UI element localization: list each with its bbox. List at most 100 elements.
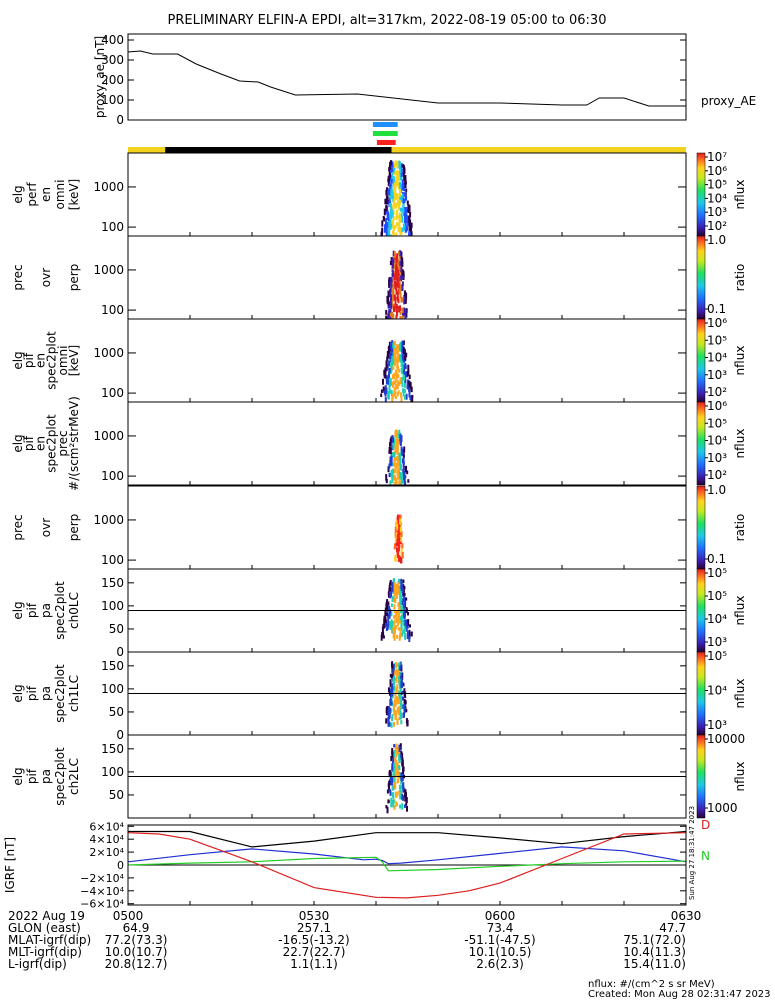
spectrogram-pixel	[387, 360, 390, 366]
spectrogram-pixel	[399, 593, 402, 598]
spectrogram-pixel	[389, 776, 392, 781]
spectrogram-pixel	[381, 220, 384, 227]
spectrogram-pixel	[383, 618, 386, 625]
ephemeris-value: -16.5(-13.2)	[278, 933, 349, 947]
spectrogram-pixel	[392, 437, 394, 443]
spectrogram-pixel	[396, 359, 399, 364]
spectrogram-pixel	[405, 352, 408, 358]
spectrogram-pixel	[398, 537, 401, 541]
spectrogram-pixel	[399, 600, 402, 606]
spectrogram-pixel	[391, 799, 394, 805]
spectrogram-pixel	[394, 582, 397, 588]
spectrogram-pixel	[411, 395, 414, 403]
spectrogram-pixel	[392, 204, 395, 211]
spectrogram-pixel	[398, 212, 401, 217]
spectrogram-panel-5: 1000 100 prec ovr perp 1.0 0.1 ratio	[11, 483, 747, 570]
spectrogram-pixel	[402, 392, 405, 397]
spectrogram-pixel	[390, 692, 393, 698]
spectrogram-pixel	[399, 674, 402, 679]
spectrogram-pixel	[390, 603, 393, 607]
spectrogram-pixel	[403, 478, 406, 485]
spectrogram-pixel	[401, 598, 404, 606]
spectrogram-pixel	[390, 695, 392, 701]
spectrogram-pixel	[380, 389, 383, 394]
spectrogram-pixel	[406, 633, 409, 640]
spectrogram-pixel	[388, 348, 391, 353]
spectrogram-pixel	[401, 383, 404, 388]
spectrogram-pixel	[394, 457, 396, 462]
spectrogram-pixel	[388, 712, 391, 719]
ae-tick-label: 300	[101, 53, 124, 67]
panel-ylabel: en	[33, 353, 47, 368]
spectrogram-pixel	[397, 530, 400, 538]
spectrogram-pixel	[399, 270, 402, 274]
spectrogram-pixel	[395, 175, 398, 180]
tick-label: 1000	[93, 346, 124, 360]
spectrogram-pixel	[396, 669, 399, 677]
spectrogram-pixel	[388, 472, 391, 478]
colorbar-tick-label: 10⁶	[707, 164, 727, 178]
spectrogram-pixel	[390, 673, 393, 679]
spectrogram-pixel	[403, 625, 406, 632]
spectrogram-pixel	[395, 791, 398, 798]
spectrogram-pixel	[392, 343, 395, 349]
spectrogram-pixel	[389, 287, 392, 293]
spectrogram-pixel	[401, 368, 403, 375]
spectrogram-pixel	[397, 467, 400, 472]
spectrogram-pixel	[388, 165, 391, 170]
spectrogram-pixel	[386, 601, 388, 608]
colorbar	[696, 152, 706, 237]
colorbar	[696, 401, 706, 486]
spectrogram-pixel	[401, 803, 404, 810]
spectrogram-pixel	[387, 620, 390, 626]
bfield-tick-label: 0	[117, 859, 124, 872]
spectrogram-pixel	[404, 191, 407, 198]
spectrogram-pixel	[396, 779, 399, 784]
spectrogram-pixel	[390, 456, 393, 463]
tick-label: 1000	[93, 513, 124, 527]
colorbar-tick-label: 10²	[707, 219, 727, 233]
spectrogram-pixel	[394, 589, 397, 597]
spectrogram-pixel	[388, 230, 391, 238]
spectrogram-pixel	[408, 232, 411, 238]
spectrogram-pixel	[391, 354, 394, 359]
ephemeris-value: 22.7(22.7)	[283, 945, 346, 959]
spectrogram-pixel	[404, 475, 407, 479]
spectrogram-pixel	[390, 722, 393, 728]
spectrogram-pixel	[396, 176, 398, 184]
spectrogram-pixel	[410, 231, 413, 236]
spectrogram-pixel	[392, 185, 395, 192]
panel-ylabel: en	[39, 187, 53, 202]
spectrogram-pixel	[396, 770, 398, 775]
spectrogram-pixel	[399, 181, 402, 189]
spectrogram-pixel	[403, 688, 406, 693]
spectrogram-pixel	[405, 802, 408, 806]
spectrogram-pixel	[384, 622, 387, 628]
spectrogram-pixel	[402, 588, 405, 595]
panel-ylabel: pa	[39, 686, 53, 701]
spectrogram-pixel	[394, 188, 397, 193]
spectrogram-pixel	[387, 601, 390, 606]
spectrogram-panel-8: 150 100 50 elg pif pa spec2plot ch2LC 10000 1000 n…	[11, 732, 747, 819]
spectrogram-pixel	[398, 161, 401, 166]
spectrogram-pixel	[388, 378, 391, 386]
spectrogram-pixel	[401, 275, 404, 279]
spectrogram-pixel	[395, 303, 398, 309]
spectrogram-pixel	[408, 204, 411, 212]
spectrogram-pixel	[408, 218, 411, 226]
spectrogram-pixel	[393, 452, 396, 459]
spectrogram-pixel	[401, 179, 404, 186]
spectrogram-pixel	[389, 281, 392, 285]
spectrogram-pixel	[408, 632, 411, 639]
spectrogram-pixel	[401, 261, 404, 267]
tick-label: 100	[101, 553, 124, 567]
spectrogram-pixel	[396, 347, 399, 354]
spectrogram-pixel	[396, 392, 399, 397]
spectrogram-pixel	[391, 452, 394, 458]
spectrogram-pixel	[394, 597, 397, 604]
spectrogram-pixel	[395, 438, 398, 444]
spectrogram-pixel	[400, 618, 403, 622]
spectrogram-pixel	[389, 624, 392, 630]
spectrogram-pixel	[396, 310, 399, 317]
